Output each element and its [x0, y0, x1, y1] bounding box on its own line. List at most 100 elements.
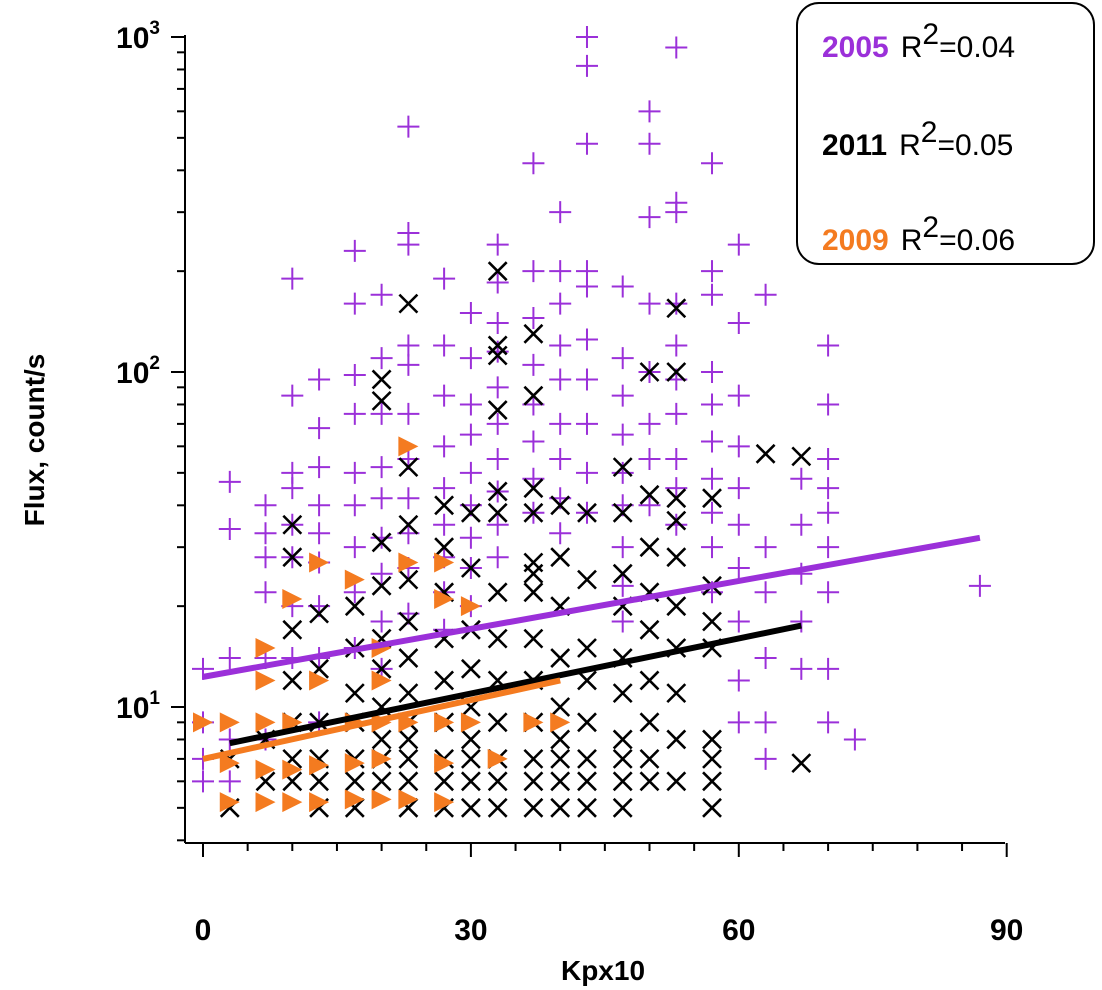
- marker-plus: [218, 470, 241, 493]
- marker-plus: [665, 201, 688, 224]
- marker-plus: [254, 546, 277, 569]
- marker-plus: [370, 526, 393, 549]
- marker-x: [612, 502, 633, 523]
- marker-plus: [665, 36, 688, 59]
- marker-x: [639, 619, 660, 640]
- marker-x: [666, 362, 687, 382]
- legend-entry-2011: 2011 R2=0.05: [822, 116, 1013, 162]
- marker-plus: [370, 610, 393, 633]
- marker-x: [523, 502, 544, 523]
- marker-plus: [754, 536, 777, 559]
- marker-plus: [638, 412, 661, 435]
- marker-x: [612, 748, 633, 769]
- marker-x: [487, 797, 508, 818]
- marker-x: [398, 514, 419, 535]
- marker-plus: [522, 260, 545, 283]
- y-tick-label: 103: [116, 18, 160, 55]
- marker-triangle: [219, 792, 240, 813]
- marker-plus: [486, 233, 509, 256]
- marker-x: [398, 293, 419, 314]
- marker-plus: [433, 384, 456, 407]
- marker-x: [550, 748, 571, 769]
- marker-plus: [754, 711, 777, 734]
- marker-triangle: [523, 712, 544, 733]
- marker-x: [434, 537, 455, 558]
- marker-x: [282, 547, 303, 568]
- marker-x: [666, 683, 687, 704]
- marker-plus: [701, 283, 724, 306]
- marker-plus: [754, 747, 777, 770]
- marker-plus: [727, 669, 750, 692]
- marker-x: [666, 510, 687, 531]
- marker-plus: [370, 402, 393, 425]
- marker-plus: [638, 206, 661, 229]
- y-tick-label: 101: [116, 688, 160, 725]
- marker-plus: [701, 361, 724, 383]
- marker-x: [309, 771, 330, 792]
- marker-plus: [343, 494, 366, 517]
- trend-lines: [202, 534, 981, 762]
- y-tick-label: 102: [116, 353, 160, 390]
- marker-plus: [433, 477, 456, 500]
- marker-plus: [665, 292, 688, 315]
- marker-plus: [638, 100, 661, 123]
- marker-plus: [790, 657, 813, 680]
- marker-plus: [549, 201, 572, 224]
- marker-plus: [727, 513, 750, 536]
- marker-x: [487, 400, 508, 420]
- marker-triangle: [371, 748, 392, 769]
- marker-plus: [254, 581, 277, 604]
- marker-plus: [665, 334, 688, 357]
- marker-plus: [701, 152, 724, 175]
- marker-triangle: [309, 552, 330, 573]
- marker-triangle: [398, 789, 419, 810]
- marker-plus: [486, 312, 509, 335]
- x-tick-label: 30: [454, 914, 487, 947]
- marker-plus: [754, 283, 777, 306]
- marker-x: [398, 457, 419, 478]
- marker-plus: [843, 728, 866, 751]
- marker-x: [577, 712, 597, 733]
- marker-plus: [308, 522, 331, 545]
- y-axis-title: Flux, count/s: [19, 354, 50, 527]
- marker-plus: [254, 522, 277, 545]
- marker-triangle: [344, 569, 365, 590]
- fit-line-2009: [202, 677, 561, 762]
- marker-plus: [817, 711, 840, 734]
- marker-plus: [254, 494, 277, 517]
- marker-x: [344, 683, 365, 704]
- marker-x: [577, 638, 597, 658]
- marker-plus: [611, 574, 634, 597]
- marker-triangle: [255, 638, 276, 659]
- marker-plus: [701, 260, 724, 283]
- marker-plus: [817, 477, 840, 500]
- x-tick-label: 90: [990, 914, 1023, 947]
- marker-x: [577, 569, 597, 590]
- marker-plus: [727, 610, 750, 633]
- marker-triangle: [309, 792, 330, 813]
- marker-x: [666, 596, 687, 617]
- marker-plus: [522, 306, 545, 329]
- marker-x: [487, 261, 508, 282]
- marker-x: [702, 729, 722, 750]
- marker-plus: [701, 501, 724, 524]
- marker-plus: [433, 513, 456, 536]
- legend: 2005 R2=0.04 2011 R2=0.05 2009 R2=0.06: [796, 2, 1095, 265]
- marker-plus: [754, 647, 777, 670]
- marker-plus: [665, 402, 688, 425]
- marker-plus: [397, 115, 420, 138]
- marker-x: [639, 537, 660, 558]
- x-tick-label: 0: [195, 914, 212, 947]
- marker-x: [666, 547, 687, 568]
- marker-plus: [433, 334, 456, 357]
- marker-triangle: [434, 552, 455, 573]
- marker-triangle: [282, 792, 303, 813]
- marker-plus: [486, 376, 509, 399]
- marker-x: [550, 495, 571, 516]
- marker-plus: [370, 562, 393, 585]
- marker-x: [398, 611, 419, 632]
- marker-plus: [218, 647, 241, 670]
- marker-x: [550, 547, 571, 568]
- marker-plus: [308, 456, 331, 479]
